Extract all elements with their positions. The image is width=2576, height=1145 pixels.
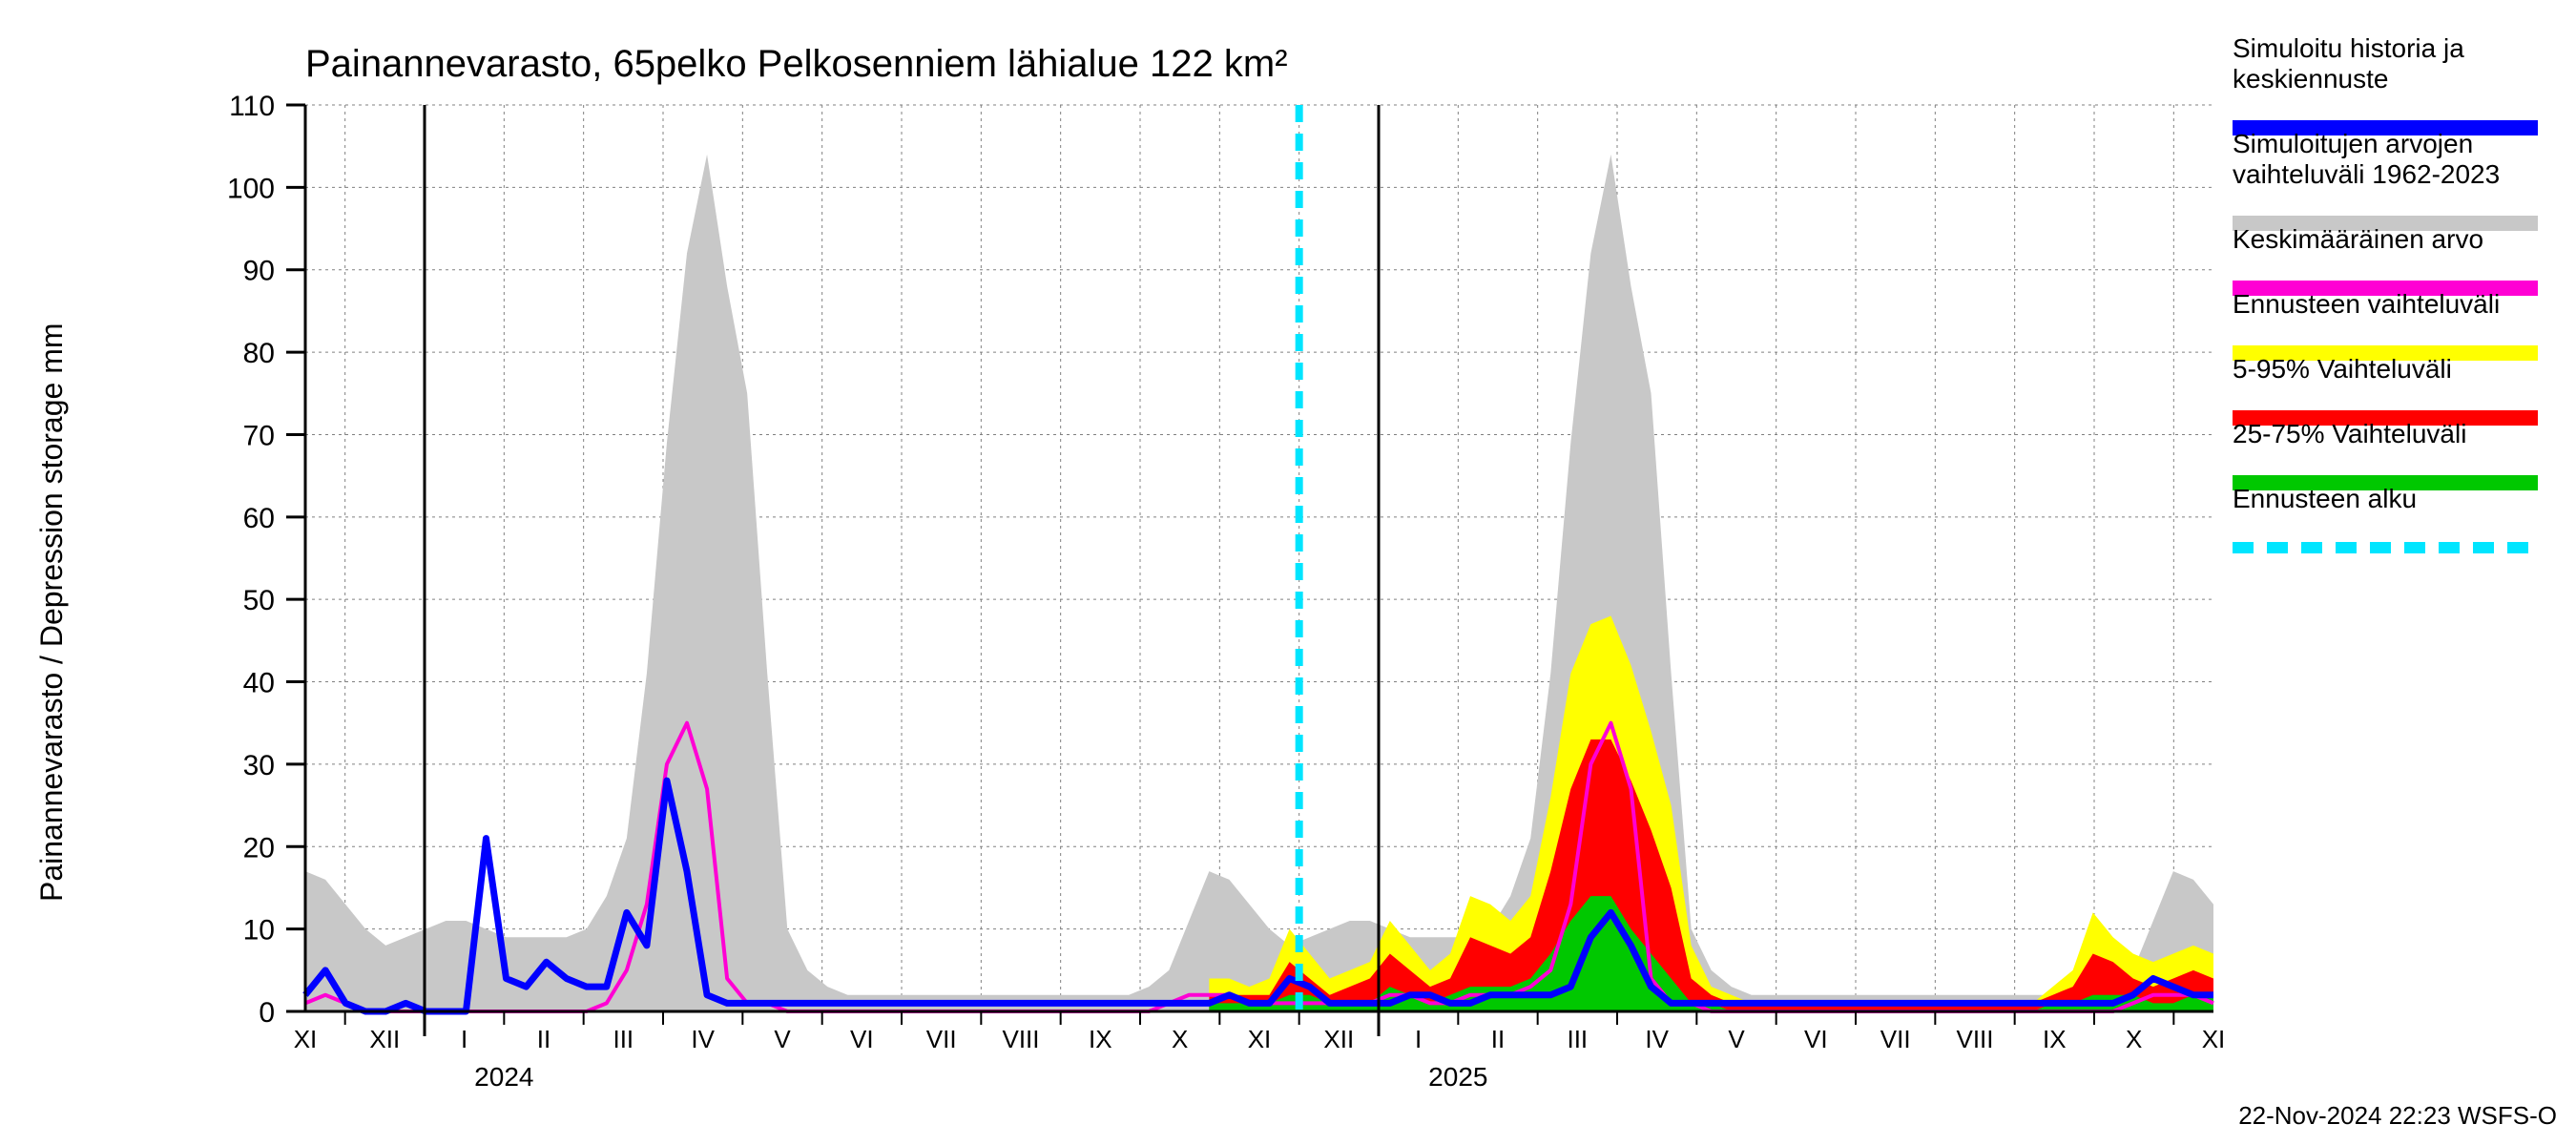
x-month-label: III — [1567, 1025, 1588, 1053]
y-tick-label: 40 — [243, 668, 275, 699]
x-year-label: 2024 — [474, 1062, 533, 1092]
y-axis-label: Painannevarasto / Depression storage mm — [34, 323, 69, 902]
chart-footer: 22-Nov-2024 22:23 WSFS-O — [2238, 1101, 2557, 1130]
y-tick-label: 110 — [229, 91, 275, 122]
y-tick-label: 50 — [243, 585, 275, 616]
chart-svg: 0102030405060708090100110XIXIIIIIIIIIVVV… — [0, 0, 2576, 1145]
y-tick-label: 10 — [243, 915, 275, 947]
x-month-label: IX — [1089, 1025, 1112, 1053]
x-month-label: XI — [2202, 1025, 2226, 1053]
legend-label: 5-95% Vaihteluväli — [2233, 354, 2452, 384]
y-tick-label: 0 — [259, 997, 275, 1029]
y-tick-label: 100 — [227, 173, 275, 204]
x-month-label: VII — [926, 1025, 957, 1053]
y-tick-label: 90 — [243, 256, 275, 287]
x-month-label: I — [461, 1025, 467, 1053]
chart-root: 0102030405060708090100110XIXIIIIIIIIIVVV… — [0, 0, 2576, 1145]
legend-label: Simuloitu historia ja — [2233, 33, 2464, 63]
x-month-label: V — [774, 1025, 791, 1053]
x-month-label: XI — [1248, 1025, 1272, 1053]
x-month-label: I — [1415, 1025, 1422, 1053]
x-month-label: IV — [691, 1025, 715, 1053]
x-month-label: VI — [1804, 1025, 1828, 1053]
x-month-label: VIII — [1002, 1025, 1039, 1053]
y-tick-label: 60 — [243, 503, 275, 534]
x-month-label: VII — [1880, 1025, 1911, 1053]
y-tick-label: 70 — [243, 420, 275, 451]
legend-label: Keskimääräinen arvo — [2233, 224, 2483, 254]
y-tick-label: 80 — [243, 338, 275, 369]
legend-label: 25-75% Vaihteluväli — [2233, 419, 2466, 448]
y-tick-label: 30 — [243, 750, 275, 781]
x-month-label: XII — [369, 1025, 400, 1053]
x-month-label: XII — [1323, 1025, 1354, 1053]
legend-label: Simuloitujen arvojen — [2233, 129, 2473, 158]
x-month-label: II — [1491, 1025, 1505, 1053]
x-month-label: II — [537, 1025, 551, 1053]
x-month-label: X — [2126, 1025, 2142, 1053]
x-month-label: VI — [850, 1025, 874, 1053]
chart-title: Painannevarasto, 65pelko Pelkosenniem lä… — [305, 43, 1288, 85]
legend-label: keskiennuste — [2233, 64, 2388, 94]
legend-label: Ennusteen vaihteluväli — [2233, 289, 2500, 319]
x-month-label: VIII — [1956, 1025, 1993, 1053]
y-tick-label: 20 — [243, 832, 275, 864]
legend-label: Ennusteen alku — [2233, 484, 2417, 513]
legend-label: vaihteluväli 1962-2023 — [2233, 159, 2500, 189]
x-month-label: III — [613, 1025, 634, 1053]
x-month-label: IV — [1645, 1025, 1669, 1053]
x-month-label: XI — [294, 1025, 318, 1053]
x-month-label: X — [1172, 1025, 1188, 1053]
x-year-label: 2025 — [1428, 1062, 1487, 1092]
x-month-label: IX — [2043, 1025, 2067, 1053]
x-month-label: V — [1728, 1025, 1745, 1053]
